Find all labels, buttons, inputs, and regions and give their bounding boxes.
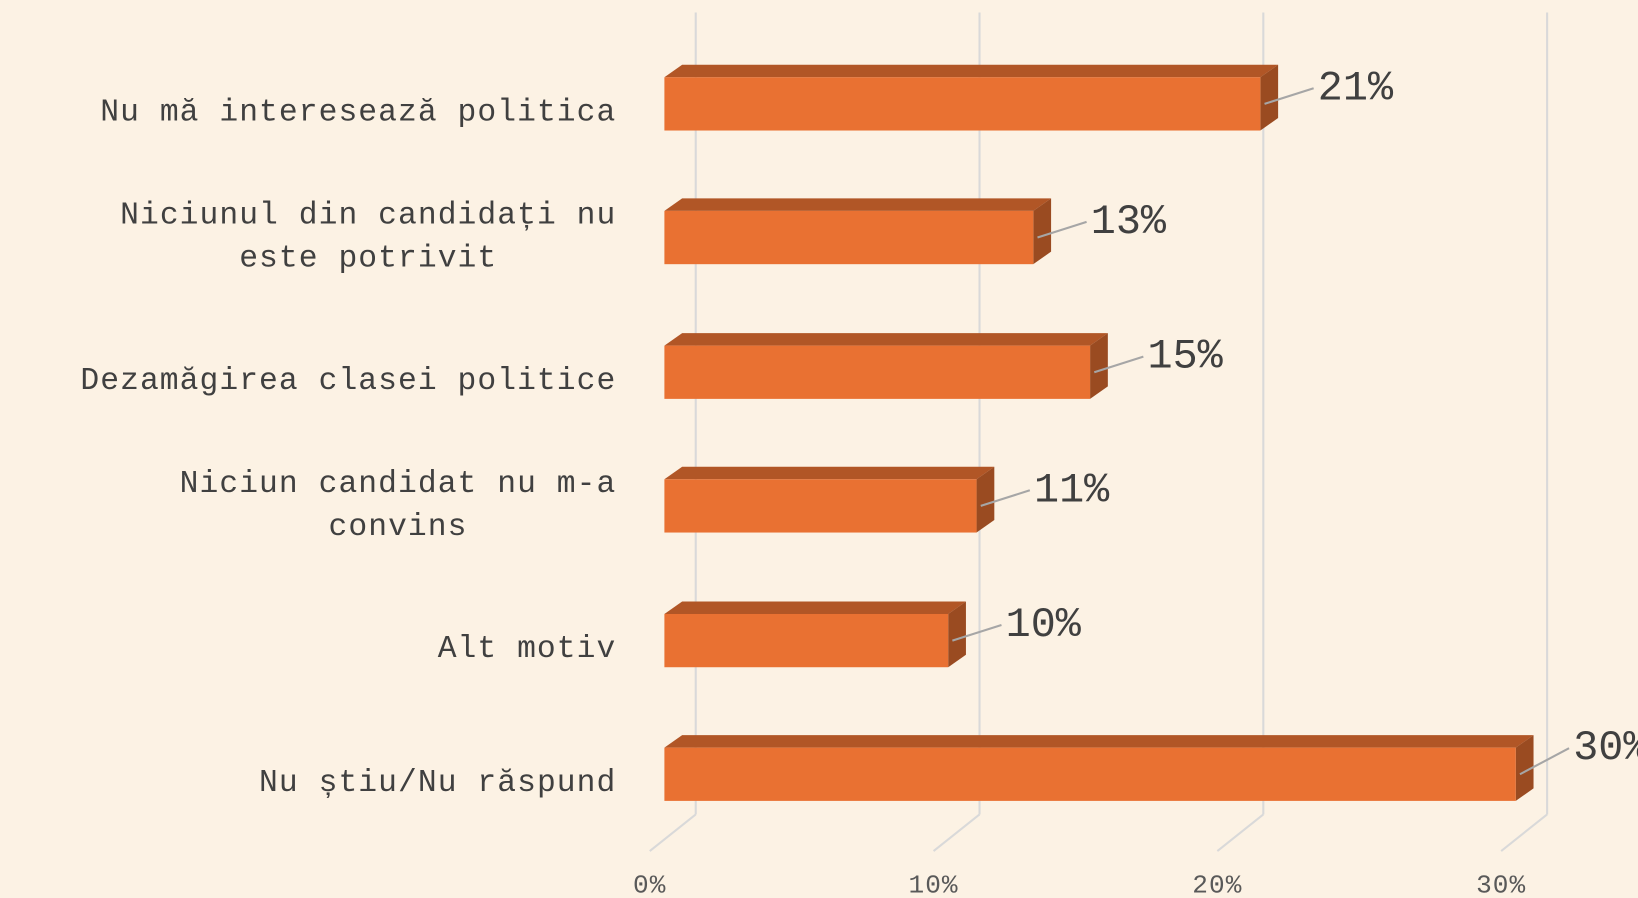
leader-line	[1093, 355, 1144, 374]
floor-line	[932, 813, 981, 852]
y-tick-label: Niciunul din candidați nu este potrivit	[120, 199, 616, 277]
bar	[664, 77, 1261, 131]
floor-line	[1500, 813, 1548, 852]
bar-top	[664, 198, 1052, 211]
bar-side	[1090, 333, 1108, 399]
floor-line	[649, 813, 697, 852]
leader-line	[952, 623, 1002, 642]
y-tick-label: Dezamăgirea clasei politice	[80, 364, 616, 399]
bar-top	[664, 466, 995, 480]
bar-top	[664, 333, 1108, 346]
floor-line	[1216, 813, 1264, 852]
bar-side	[1033, 198, 1052, 265]
value-label: 13%	[1091, 198, 1167, 246]
y-tick-label: Nu știu/Nu răspund	[259, 766, 616, 801]
value-label: 15%	[1148, 333, 1224, 381]
x-tick-label: 30%	[1476, 870, 1526, 898]
bar-side	[976, 466, 995, 533]
bar	[664, 345, 1091, 399]
bar-side	[1515, 735, 1534, 801]
bar-side	[948, 601, 966, 668]
value-label: 11%	[1034, 466, 1110, 514]
bar	[664, 479, 977, 533]
y-tick-label: Alt motiv	[438, 632, 617, 667]
leader-line	[980, 489, 1031, 507]
x-tick-label: 10%	[908, 870, 958, 898]
leader-line	[1037, 220, 1087, 239]
bar-top	[664, 735, 1534, 748]
x-tick-label: 20%	[1192, 870, 1242, 898]
bar-top	[664, 64, 1279, 78]
bar-top	[664, 601, 966, 614]
leader-line	[1519, 747, 1570, 776]
value-label: 10%	[1006, 601, 1082, 649]
bar-side	[1260, 64, 1279, 131]
y-tick-label: Nu mă interesează politica	[100, 96, 616, 131]
value-label: 21%	[1318, 64, 1394, 112]
bar	[664, 747, 1516, 801]
bar	[664, 210, 1034, 265]
bar	[664, 613, 949, 668]
value-label: 30%	[1573, 724, 1638, 772]
leader-line	[1264, 87, 1314, 105]
x-tick-label: 0%	[633, 870, 666, 898]
y-tick-label: Niciun candidat nu m-a convins	[180, 467, 617, 545]
